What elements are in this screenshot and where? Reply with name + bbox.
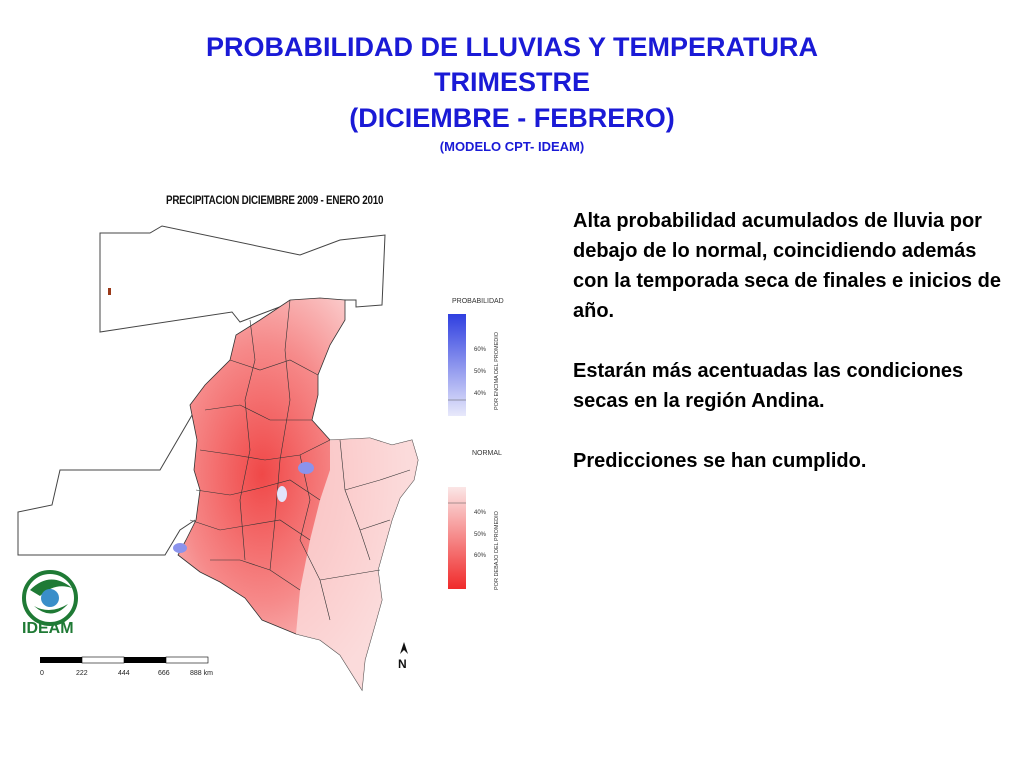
legend-below-bar <box>448 487 466 589</box>
scale-tick: 222 <box>76 670 88 677</box>
legend-above-tick: 40% <box>474 391 487 397</box>
ideam-logo-icon <box>22 570 78 626</box>
north-arrow-icon: N <box>398 642 408 671</box>
above-normal-spot <box>298 462 314 474</box>
legend-above-bar <box>448 314 466 416</box>
svg-text:N: N <box>398 657 407 671</box>
legend-below-axis: POR DEBAJO DEL PROMEDIO <box>494 510 500 590</box>
scale-tick: 0 <box>40 670 44 677</box>
department-boundaries <box>189 299 411 621</box>
title-line-1: PROBABILIDAD DE LLUVIAS Y TEMPERATURA <box>205 32 819 62</box>
slide-title: PROBABILIDAD DE LLUVIAS Y TEMPERATURA TR… <box>0 30 1024 155</box>
maritime-boundary <box>99 225 386 333</box>
legend-above-tick: 50% <box>474 369 487 375</box>
scale-bar: 0 222 444 666 888 km <box>40 656 213 677</box>
ideam-logo-text: IDEAM <box>22 620 74 637</box>
legend-below-tick: 50% <box>474 532 487 538</box>
title-subtitle: (MODELO CPT- IDEAM) <box>439 139 585 154</box>
body-paragraph-2: Estarán más acentuadas las condiciones s… <box>573 360 964 412</box>
title-line-2: TRIMESTRE <box>433 67 590 97</box>
legend-above-axis: POR ENCIMA DEL PROMEDIO <box>494 331 500 410</box>
body-paragraph-3: Predicciones se han cumplido. <box>573 450 867 472</box>
map-title: PRECIPITACION DICIEMBRE 2009 - ENERO 201… <box>166 193 384 207</box>
scale-tick: 444 <box>118 670 130 677</box>
legend-below-tick: 40% <box>474 510 487 516</box>
slide-body: Alta probabilidad acumulados de lluvia p… <box>573 206 1013 506</box>
island-marker <box>108 288 111 295</box>
legend-below-tick: 60% <box>474 553 487 559</box>
legend-probabilidad-label: PROBABILIDAD <box>452 298 504 305</box>
scale-tick: 666 <box>158 670 170 677</box>
legend-above-tick: 60% <box>474 347 487 353</box>
body-paragraph-1: Alta probabilidad acumulados de lluvia p… <box>573 210 1001 322</box>
above-normal-spot <box>173 543 187 553</box>
scale-tick: 888 km <box>190 670 213 677</box>
legend-normal-label: NORMAL <box>472 450 502 457</box>
above-normal-spot <box>277 486 287 502</box>
pacific-boundary <box>17 409 196 556</box>
title-line-3: (DICIEMBRE - FEBRERO) <box>349 103 675 133</box>
